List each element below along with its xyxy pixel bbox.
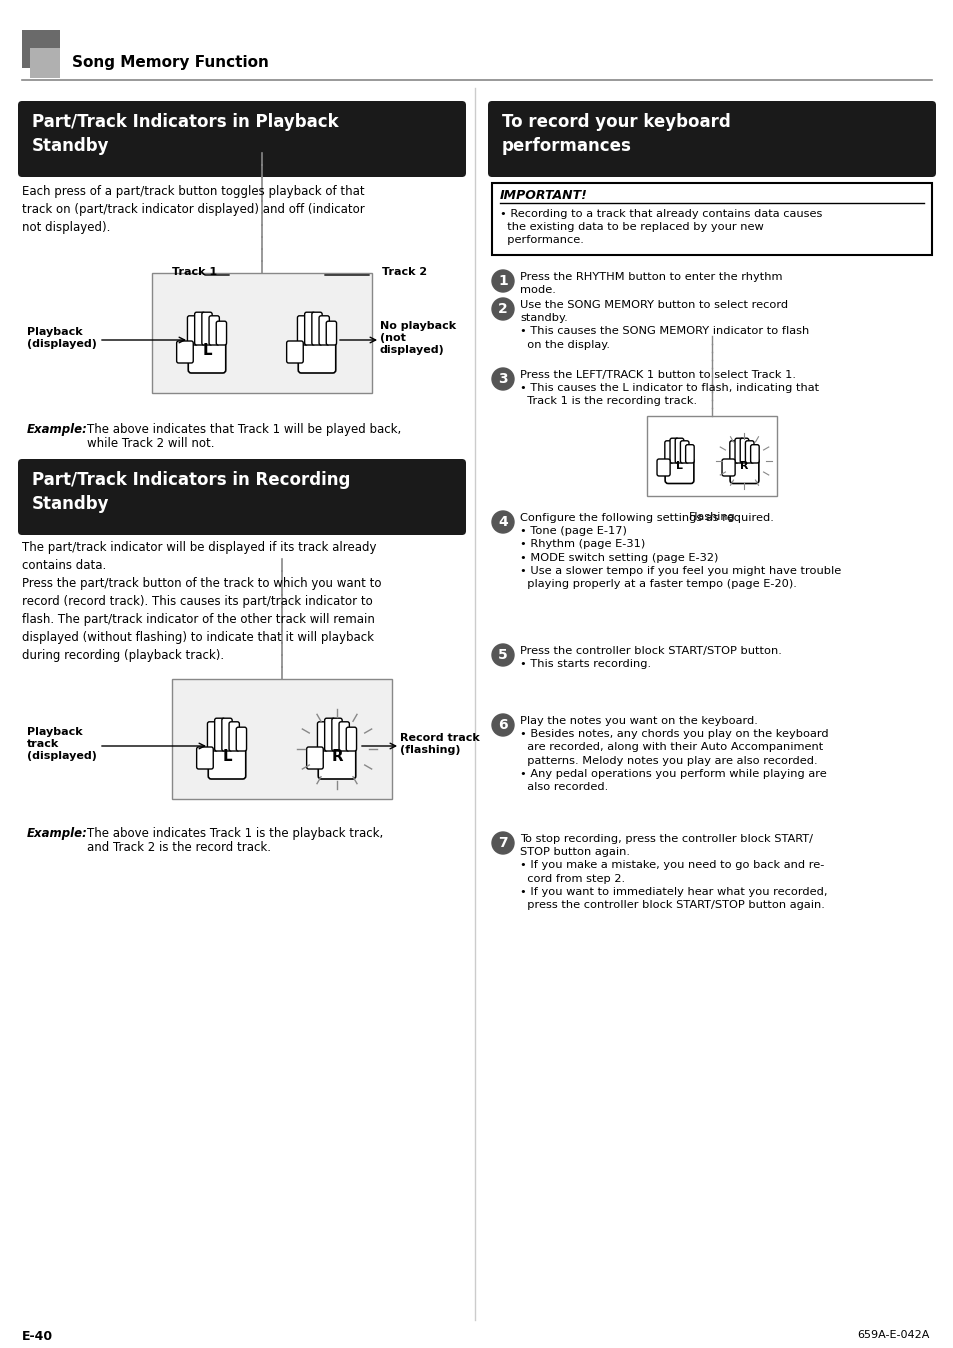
FancyBboxPatch shape [187,315,197,345]
FancyBboxPatch shape [332,718,342,751]
FancyBboxPatch shape [304,313,314,345]
FancyBboxPatch shape [669,438,678,462]
Text: Playback
track
(displayed): Playback track (displayed) [27,727,97,762]
FancyBboxPatch shape [744,441,753,462]
FancyBboxPatch shape [18,101,465,177]
Text: 659A-E-042A: 659A-E-042A [857,1330,929,1340]
FancyBboxPatch shape [750,445,759,462]
Text: Configure the following settings as required.
• Tone (page E-17)
• Rhythm (page : Configure the following settings as requ… [519,514,841,589]
FancyBboxPatch shape [152,274,372,394]
FancyBboxPatch shape [734,438,742,462]
FancyBboxPatch shape [176,341,193,363]
Circle shape [492,270,514,293]
Text: 1: 1 [497,274,507,288]
Text: The part/track indicator will be displayed if its track already
contains data.
P: The part/track indicator will be display… [22,541,381,662]
Text: Example:: Example: [27,828,88,840]
FancyBboxPatch shape [30,49,60,78]
FancyBboxPatch shape [236,727,246,751]
FancyBboxPatch shape [196,747,213,768]
FancyBboxPatch shape [216,321,226,345]
Circle shape [492,511,514,532]
FancyBboxPatch shape [18,460,465,535]
FancyBboxPatch shape [346,727,356,751]
FancyBboxPatch shape [318,315,329,345]
Text: IMPORTANT!: IMPORTANT! [499,189,587,202]
Text: 5: 5 [497,648,507,662]
FancyBboxPatch shape [492,183,931,255]
FancyBboxPatch shape [657,460,669,476]
FancyBboxPatch shape [312,313,322,345]
FancyBboxPatch shape [222,718,232,751]
Circle shape [492,644,514,666]
FancyBboxPatch shape [721,460,735,476]
FancyBboxPatch shape [188,340,226,373]
FancyBboxPatch shape [317,721,328,751]
FancyBboxPatch shape [729,458,758,484]
Text: 7: 7 [497,836,507,851]
Circle shape [492,714,514,736]
FancyBboxPatch shape [208,745,246,779]
Text: Part/Track Indicators in Recording
Standby: Part/Track Indicators in Recording Stand… [32,470,350,512]
Text: L: L [202,342,212,357]
Text: Play the notes you want on the keyboard.
• Besides notes, any chords you play on: Play the notes you want on the keyboard.… [519,716,828,793]
Text: R: R [331,748,342,764]
FancyBboxPatch shape [664,441,673,462]
Text: 2: 2 [497,302,507,315]
Text: L: L [222,748,232,764]
Text: Part/Track Indicators in Playback
Standby: Part/Track Indicators in Playback Standb… [32,113,338,155]
Text: No playback
(not
displayed): No playback (not displayed) [379,321,456,356]
Text: L: L [676,461,682,472]
Text: 4: 4 [497,515,507,528]
Text: Flashing: Flashing [688,512,735,522]
Text: Example:: Example: [27,423,88,435]
Text: R: R [740,461,748,472]
FancyBboxPatch shape [338,721,349,751]
FancyBboxPatch shape [209,315,219,345]
Text: To stop recording, press the controller block START/
STOP button again.
• If you: To stop recording, press the controller … [519,834,826,910]
Text: 6: 6 [497,718,507,732]
FancyBboxPatch shape [306,747,323,768]
FancyBboxPatch shape [207,721,217,751]
Text: The above indicates that Track 1 will be played back,: The above indicates that Track 1 will be… [87,423,401,435]
FancyBboxPatch shape [326,321,336,345]
Circle shape [492,832,514,855]
FancyBboxPatch shape [664,458,693,484]
FancyBboxPatch shape [214,718,225,751]
FancyBboxPatch shape [740,438,748,462]
Text: Use the SONG MEMORY button to select record
standby.
• This causes the SONG MEMO: Use the SONG MEMORY button to select rec… [519,301,808,349]
FancyBboxPatch shape [298,340,335,373]
Circle shape [492,368,514,390]
Text: Each press of a part/track button toggles playback of that
track on (part/track : Each press of a part/track button toggle… [22,185,364,235]
Text: Record track
(flashing): Record track (flashing) [399,733,479,755]
Text: Press the RHYTHM button to enter the rhythm
mode.: Press the RHYTHM button to enter the rhy… [519,272,781,295]
FancyBboxPatch shape [729,441,738,462]
Text: Playback
(displayed): Playback (displayed) [27,326,97,349]
FancyBboxPatch shape [679,441,688,462]
Text: To record your keyboard
performances: To record your keyboard performances [501,113,730,155]
Text: Song Memory Function: Song Memory Function [71,55,269,70]
Text: Press the controller block START/STOP button.
• This starts recording.: Press the controller block START/STOP bu… [519,646,781,669]
Text: • Recording to a track that already contains data causes
  the existing data to : • Recording to a track that already cont… [499,209,821,245]
Text: The above indicates Track 1 is the playback track,: The above indicates Track 1 is the playb… [87,828,383,840]
FancyBboxPatch shape [22,30,60,67]
FancyBboxPatch shape [229,721,239,751]
Text: Track 2: Track 2 [381,267,427,276]
FancyBboxPatch shape [675,438,683,462]
FancyBboxPatch shape [202,313,212,345]
Text: Press the LEFT/TRACK 1 button to select Track 1.
• This causes the L indicator t: Press the LEFT/TRACK 1 button to select … [519,369,819,406]
FancyBboxPatch shape [488,101,935,177]
FancyBboxPatch shape [318,745,355,779]
Text: 3: 3 [497,372,507,386]
FancyBboxPatch shape [685,445,694,462]
Text: and Track 2 is the record track.: and Track 2 is the record track. [87,841,271,855]
FancyBboxPatch shape [286,341,303,363]
FancyBboxPatch shape [324,718,335,751]
FancyBboxPatch shape [194,313,205,345]
Circle shape [492,298,514,319]
FancyBboxPatch shape [172,679,392,799]
Text: E-40: E-40 [22,1330,53,1343]
FancyBboxPatch shape [646,417,776,496]
Text: Track 1: Track 1 [172,267,217,276]
FancyBboxPatch shape [297,315,308,345]
Text: while Track 2 will not.: while Track 2 will not. [87,437,214,450]
